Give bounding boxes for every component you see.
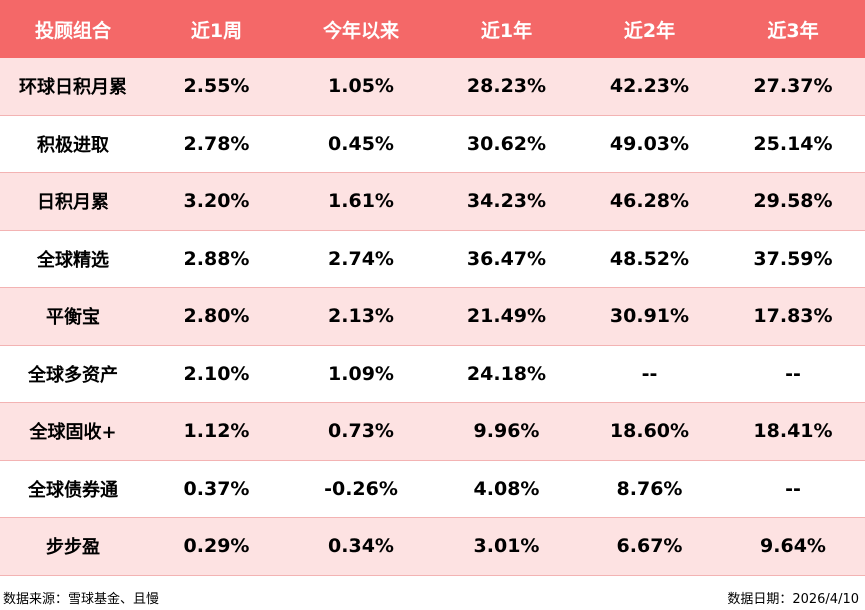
table-cell: 4.08% <box>435 460 578 518</box>
table-cell: 1.61% <box>287 172 435 231</box>
header-3-year: 近3年 <box>721 0 865 58</box>
header-ytd: 今年以来 <box>287 0 435 58</box>
data-source-note: 数据来源：雪球基金、且慢 <box>3 592 160 607</box>
table-cell: 29.58% <box>721 172 865 231</box>
table-cell: 27.37% <box>721 58 865 116</box>
table-cell: 0.45% <box>287 115 435 173</box>
table-cell-name: 平衡宝 <box>0 287 146 346</box>
table-cell-name: 环球日积月累 <box>0 58 146 116</box>
table-header-row: 投顾组合 近1周 今年以来 近1年 近2年 近3年 <box>0 0 865 58</box>
header-portfolio: 投顾组合 <box>0 0 146 58</box>
table-cell: 2.80% <box>146 287 287 346</box>
returns-table: 投顾组合 近1周 今年以来 近1年 近2年 近3年 环球日积月累 2.55% 1… <box>0 0 865 576</box>
table-cell: 0.73% <box>287 402 435 461</box>
table-cell: 36.47% <box>435 230 578 288</box>
table-cell: -- <box>578 345 721 403</box>
table-cell-name: 全球固收+ <box>0 402 146 461</box>
table-cell: 3.20% <box>146 172 287 231</box>
table-cell: 49.03% <box>578 115 721 173</box>
table-cell: 2.55% <box>146 58 287 116</box>
table-cell-name: 全球债券通 <box>0 460 146 518</box>
table-row: 全球精选 2.88% 2.74% 36.47% 48.52% 37.59% <box>0 230 865 288</box>
table-cell: 8.76% <box>578 460 721 518</box>
table-cell: 37.59% <box>721 230 865 288</box>
table-row: 步步盈 0.29% 0.34% 3.01% 6.67% 9.64% <box>0 517 865 576</box>
table-row: 全球固收+ 1.12% 0.73% 9.96% 18.60% 18.41% <box>0 402 865 461</box>
table-cell-name: 积极进取 <box>0 115 146 173</box>
table-row: 日积月累 3.20% 1.61% 34.23% 46.28% 29.58% <box>0 172 865 231</box>
table-cell: -- <box>721 345 865 403</box>
table-cell: 9.64% <box>721 517 865 576</box>
table-cell: 2.10% <box>146 345 287 403</box>
table-cell: 0.29% <box>146 517 287 576</box>
table-cell: 2.88% <box>146 230 287 288</box>
returns-table-grid: 投顾组合 近1周 今年以来 近1年 近2年 近3年 环球日积月累 2.55% 1… <box>0 0 865 576</box>
table-cell: 42.23% <box>578 58 721 116</box>
table-cell: 30.62% <box>435 115 578 173</box>
header-1-week: 近1周 <box>146 0 287 58</box>
table-cell: 46.28% <box>578 172 721 231</box>
table-cell: 2.74% <box>287 230 435 288</box>
table-cell: -- <box>721 460 865 518</box>
table-cell: 0.37% <box>146 460 287 518</box>
table-cell: 9.96% <box>435 402 578 461</box>
table-cell: 2.78% <box>146 115 287 173</box>
header-2-year: 近2年 <box>578 0 721 58</box>
table-row: 平衡宝 2.80% 2.13% 21.49% 30.91% 17.83% <box>0 287 865 346</box>
table-cell: 34.23% <box>435 172 578 231</box>
table-cell-name: 全球多资产 <box>0 345 146 403</box>
table-row: 全球多资产 2.10% 1.09% 24.18% -- -- <box>0 345 865 403</box>
header-1-year: 近1年 <box>435 0 578 58</box>
table-cell: 0.34% <box>287 517 435 576</box>
table-cell: 17.83% <box>721 287 865 346</box>
table-cell: 6.67% <box>578 517 721 576</box>
table-cell: 30.91% <box>578 287 721 346</box>
table-cell: -0.26% <box>287 460 435 518</box>
table-cell: 2.13% <box>287 287 435 346</box>
table-row: 积极进取 2.78% 0.45% 30.62% 49.03% 25.14% <box>0 115 865 173</box>
table-cell: 1.09% <box>287 345 435 403</box>
table-row: 全球债券通 0.37% -0.26% 4.08% 8.76% -- <box>0 460 865 518</box>
footer: 数据来源：雪球基金、且慢 数据日期：2026/4/10 <box>0 582 865 610</box>
table-cell: 18.41% <box>721 402 865 461</box>
table-cell: 25.14% <box>721 115 865 173</box>
table-cell: 18.60% <box>578 402 721 461</box>
table-cell: 3.01% <box>435 517 578 576</box>
table-cell: 21.49% <box>435 287 578 346</box>
table-cell-name: 全球精选 <box>0 230 146 288</box>
table-cell-name: 步步盈 <box>0 517 146 576</box>
table-cell: 1.05% <box>287 58 435 116</box>
table-cell-name: 日积月累 <box>0 172 146 231</box>
table-cell: 48.52% <box>578 230 721 288</box>
table-cell: 28.23% <box>435 58 578 116</box>
table-cell: 1.12% <box>146 402 287 461</box>
table-cell: 24.18% <box>435 345 578 403</box>
table-row: 环球日积月累 2.55% 1.05% 28.23% 42.23% 27.37% <box>0 58 865 116</box>
data-date-note: 数据日期：2026/4/10 <box>727 592 859 607</box>
